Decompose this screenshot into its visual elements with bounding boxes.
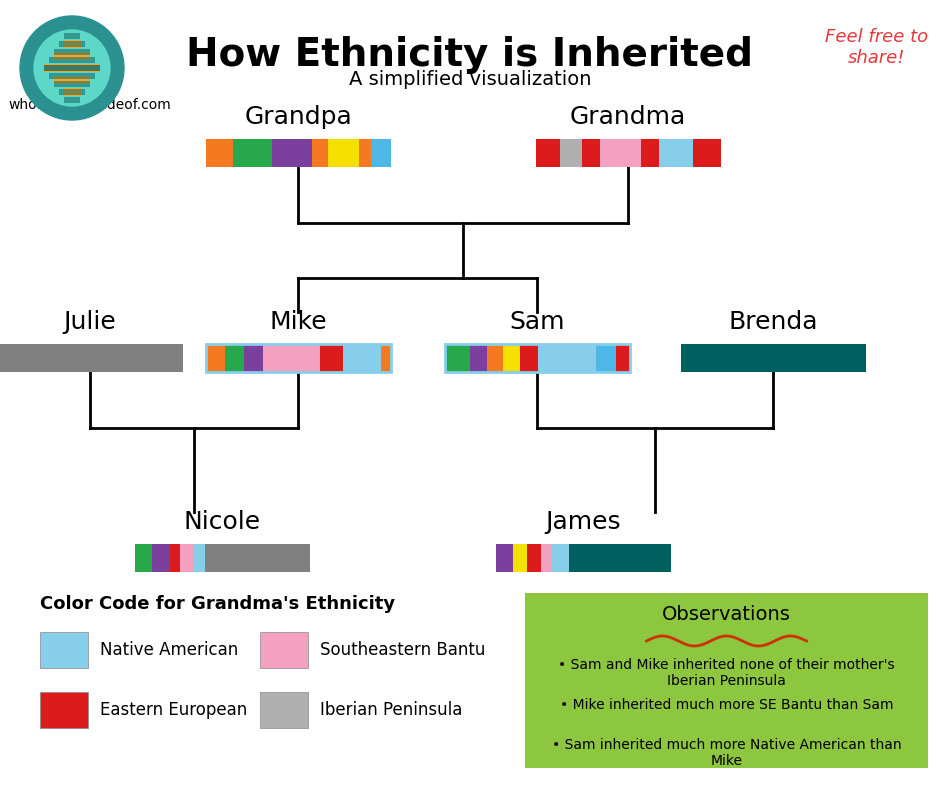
Bar <box>206 344 225 372</box>
Text: whoareyoumadeof.com: whoareyoumadeof.com <box>8 98 171 112</box>
Text: Southeastern Bantu: Southeastern Bantu <box>320 641 485 659</box>
Text: Mike: Mike <box>269 310 327 334</box>
Bar <box>64 97 80 103</box>
Bar <box>54 76 90 84</box>
Text: Eastern European: Eastern European <box>100 701 247 719</box>
Bar <box>59 89 85 95</box>
Bar <box>49 73 95 79</box>
Bar <box>370 139 390 167</box>
Bar <box>487 344 503 372</box>
Text: James: James <box>545 510 620 534</box>
Bar <box>49 57 95 63</box>
Bar <box>180 544 194 572</box>
Bar <box>64 33 80 39</box>
Bar <box>54 49 90 55</box>
Bar <box>343 344 381 372</box>
Bar <box>495 544 513 572</box>
Bar <box>194 544 205 572</box>
Bar <box>445 344 470 372</box>
Bar <box>243 344 262 372</box>
Bar <box>262 344 320 372</box>
Text: Iberian Peninsula: Iberian Peninsula <box>320 701 462 719</box>
Bar <box>521 344 538 372</box>
Bar <box>660 139 693 167</box>
Bar <box>54 52 90 60</box>
Bar <box>40 692 88 728</box>
Bar <box>63 40 81 48</box>
Bar <box>470 344 487 372</box>
Bar <box>525 593 928 768</box>
Bar <box>596 344 616 372</box>
Circle shape <box>20 16 124 120</box>
Bar <box>527 544 541 572</box>
Bar <box>641 139 660 167</box>
Bar <box>693 139 720 167</box>
Bar <box>569 544 670 572</box>
Bar <box>206 344 390 372</box>
Circle shape <box>34 30 110 106</box>
Bar <box>273 139 312 167</box>
Bar <box>559 139 582 167</box>
Text: A simplified visualization: A simplified visualization <box>349 70 591 89</box>
Text: Sam: Sam <box>509 310 565 334</box>
Bar <box>536 139 559 167</box>
Bar <box>205 544 309 572</box>
Bar <box>233 139 273 167</box>
Bar <box>681 344 866 372</box>
Bar <box>513 544 527 572</box>
Bar <box>327 139 359 167</box>
Bar <box>312 139 327 167</box>
Bar <box>63 88 81 96</box>
Bar <box>541 544 552 572</box>
Bar <box>54 81 90 87</box>
Bar <box>381 344 390 372</box>
Bar <box>538 344 596 372</box>
Bar <box>445 344 630 372</box>
Bar <box>616 344 630 372</box>
Bar <box>582 139 601 167</box>
Text: How Ethnicity is Inherited: How Ethnicity is Inherited <box>186 36 754 74</box>
Text: Color Code for Grandma's Ethnicity: Color Code for Grandma's Ethnicity <box>40 595 395 613</box>
Bar <box>225 344 243 372</box>
Bar <box>601 139 641 167</box>
Bar <box>44 64 100 72</box>
Text: • Sam inherited much more Native American than
Mike: • Sam inherited much more Native America… <box>552 738 901 768</box>
Text: Brenda: Brenda <box>728 310 818 334</box>
Bar <box>40 632 88 668</box>
Bar <box>320 344 343 372</box>
Text: Native American: Native American <box>100 641 238 659</box>
Bar <box>0 344 182 372</box>
Text: Julie: Julie <box>64 310 117 334</box>
Bar <box>134 544 152 572</box>
Bar <box>44 65 100 71</box>
Text: Nicole: Nicole <box>183 510 260 534</box>
Bar <box>260 632 308 668</box>
Bar <box>206 139 233 167</box>
Text: Grandma: Grandma <box>570 105 686 129</box>
Text: Observations: Observations <box>662 605 791 624</box>
Bar <box>503 344 521 372</box>
Bar <box>552 544 569 572</box>
Bar <box>59 41 85 47</box>
Bar <box>260 692 308 728</box>
Bar <box>152 544 169 572</box>
Text: Grandpa: Grandpa <box>244 105 352 129</box>
Bar <box>359 139 370 167</box>
Bar <box>169 544 180 572</box>
Text: • Mike inherited much more SE Bantu than Sam: • Mike inherited much more SE Bantu than… <box>559 698 893 712</box>
Text: • Sam and Mike inherited none of their mother's
Iberian Peninsula: • Sam and Mike inherited none of their m… <box>558 658 895 688</box>
Bar <box>44 65 100 71</box>
Text: Feel free to
share!: Feel free to share! <box>825 28 928 67</box>
